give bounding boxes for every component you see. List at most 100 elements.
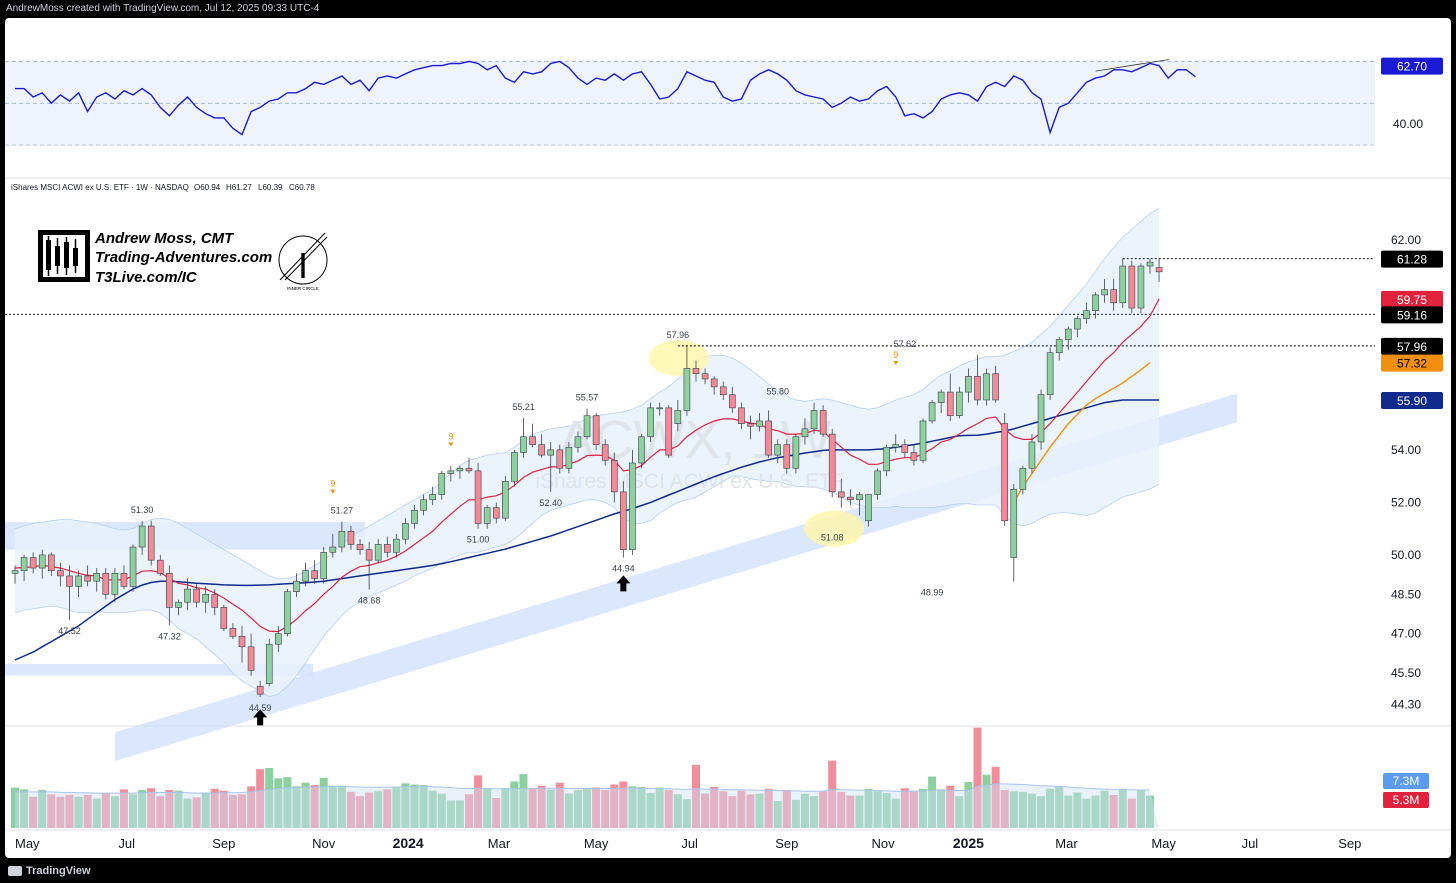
price-annotation: 55.57 [576,393,599,403]
candle [411,505,418,529]
price-annotation: 51.27 [331,506,354,516]
candle-body [48,554,55,571]
price-tick-label: 48.50 [1391,587,1421,601]
candle-body [256,685,264,695]
candle [656,402,663,416]
candle [238,625,246,663]
candle-body [365,549,373,561]
watermark-ticker: ACWX, 1W [558,410,831,470]
candle [402,518,409,545]
volume-bar [20,789,29,828]
candle [583,408,591,440]
candle [1010,484,1018,582]
volume-bar [1046,788,1055,828]
candle [1155,258,1163,283]
candle-body [211,594,219,608]
volume-bar [528,788,537,828]
volume-bar [764,788,773,828]
volume-bar [955,796,964,828]
volume-bar [800,793,809,828]
candle [193,583,200,608]
candle [919,418,927,463]
inner-circle-text: INNER CIRCLE [287,286,319,291]
candle [311,560,318,584]
volume-bar [610,784,619,828]
candle [701,368,709,385]
volume-bar [1091,795,1100,828]
candle [847,489,854,506]
candle-body [983,373,990,401]
volume-bar [1118,789,1127,828]
candle [937,389,945,414]
candle [483,505,491,529]
signal-arrow-icon [893,360,899,365]
candle [665,405,673,458]
candle-body [147,525,155,561]
candle-body [1037,394,1045,443]
volume-bar [946,785,955,828]
candle-body [1155,267,1163,273]
candle-body [1074,318,1081,330]
rsi-value-badge-bg [1381,57,1443,75]
candle [901,439,909,458]
candle [393,533,400,558]
candle-body [828,433,836,493]
candle [865,494,872,527]
volume-bar [601,790,610,828]
candle [729,386,736,414]
time-tick-label: Jul [1242,836,1259,851]
candle-body [1128,265,1136,309]
sequential-signal: 9 [330,479,335,489]
price-tick-label: 50.00 [1391,548,1421,562]
volume-bar [346,791,355,828]
candle [29,552,37,574]
volume-bar [274,778,283,828]
symbol-info: iShares MSCI ACWI ex U.S. ETF · 1W · NAS… [11,183,315,192]
candle-body [1001,423,1009,522]
price-badge: 57.96 [1381,337,1443,355]
volume-bar [546,789,555,828]
volume-bar [65,794,74,828]
candle [356,539,364,555]
volume-bar [828,760,837,828]
candle [383,536,391,558]
time-tick-label: 2024 [393,835,424,851]
volume-ma-line [15,783,1150,794]
rsi-divergence-line [1095,59,1170,72]
candle [1137,263,1145,314]
candle-body [1055,339,1063,353]
candle [783,439,791,474]
support-zones [5,177,1451,831]
candle [275,625,282,653]
candle-body [656,407,663,410]
chart-canvas[interactable]: 40.00 62.70 ACWX, 1W iShares MSCI ACWI ex… [5,18,1451,858]
volume-bar [982,774,991,828]
candle [974,354,981,406]
volume-bar [29,796,38,828]
price-annotation: 51.00 [467,535,490,545]
author-site: Trading-Adventures.com [95,249,272,266]
candle-body [247,646,255,671]
volume-badge-label: 5.3M [1393,793,1420,807]
time-tick-label: Mar [1055,836,1078,851]
candle [511,449,518,487]
volume-bar [147,788,156,828]
price-annotation: 52.40 [539,498,562,508]
price-annotation: 48.99 [921,587,944,597]
candle [556,444,564,474]
candle-body [774,444,782,456]
candle [647,402,654,442]
volume-bar [746,794,755,828]
candle-body [738,407,745,424]
price-annotation: 57.62 [894,339,917,349]
candle-body [11,570,19,574]
price-axis: 62.00 54.00 52.00 50.00 48.50 47.00 45.50 44.30… [1381,233,1443,712]
sequential-signal: 9 [448,431,453,441]
candle-body [166,573,173,608]
candlesticks [11,258,1163,697]
candle-body [284,591,291,635]
volume-bar [1064,795,1073,828]
candle-body [1019,467,1027,490]
candle-body [719,386,727,396]
candle [992,365,999,403]
